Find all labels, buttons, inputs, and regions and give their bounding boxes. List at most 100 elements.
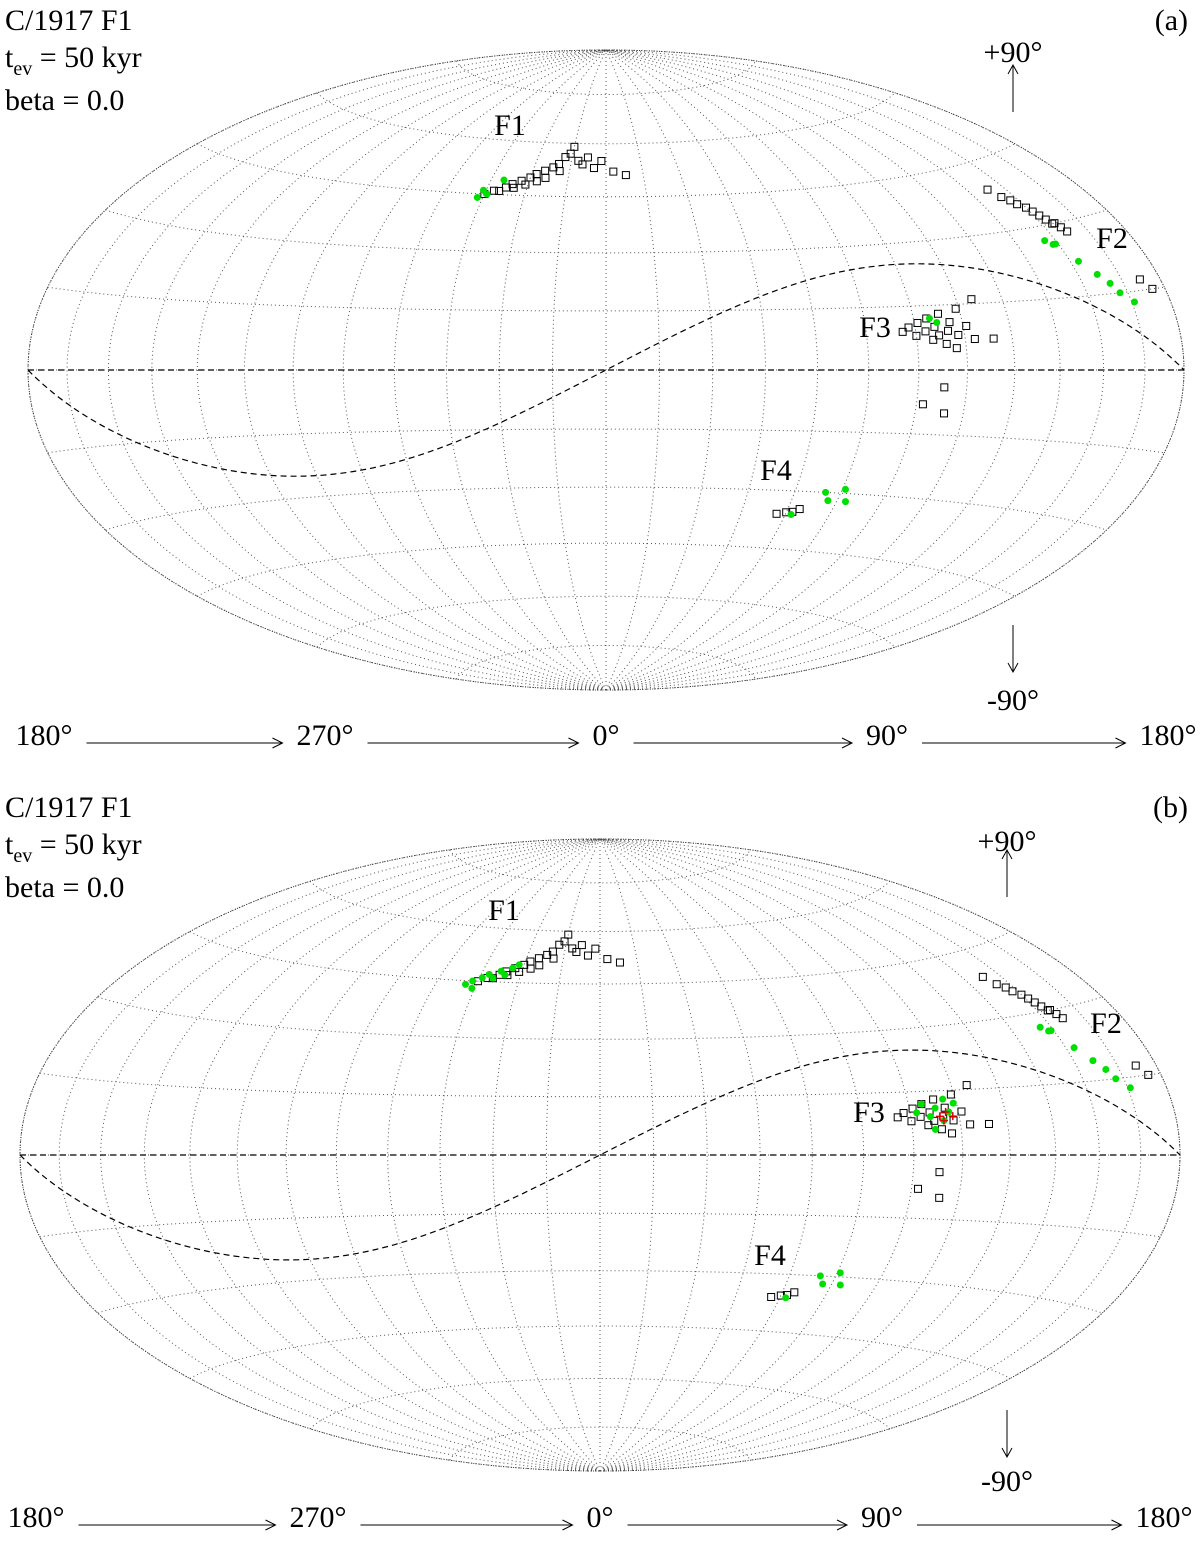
point [935,1168,944,1177]
cluster-label: F1 [488,894,520,927]
point [1050,219,1059,228]
point [978,972,987,981]
x-tick-label: 180° [1136,1501,1193,1534]
point [1131,1061,1140,1070]
point [534,954,543,963]
pole-arrowhead [1001,848,1013,860]
axis-arrowhead [1111,1519,1123,1531]
point [917,1100,925,1108]
parallel [455,645,757,680]
axis-arrowhead [1115,737,1127,749]
point [597,157,606,166]
point [908,1104,917,1113]
point [940,383,949,392]
point [1135,275,1144,284]
point [1006,196,1015,205]
inclined-plane [19,1049,1181,1261]
point [1021,203,1030,212]
point [967,295,976,304]
point [931,1125,939,1133]
cluster-label: F2 [1090,1007,1122,1040]
parallel [309,880,891,933]
point [572,947,581,956]
point [970,335,979,344]
point [942,339,951,348]
point [836,1281,844,1289]
parallel [189,1325,1011,1379]
point [1008,987,1017,996]
point [952,344,961,353]
point [936,1112,944,1121]
point [1074,257,1082,265]
point [564,930,573,939]
meridian [599,838,655,1472]
meridian [605,49,766,691]
point [1093,270,1101,278]
point [483,190,491,198]
parallel [197,143,1015,198]
x-tick-label: 0° [587,1501,614,1534]
point [591,944,600,953]
point [816,1272,824,1280]
point [898,327,907,336]
point [914,1184,923,1193]
point [949,1099,957,1107]
point [931,1104,939,1112]
point [904,323,913,332]
parallel [47,428,1165,454]
cluster-label: F4 [760,454,792,487]
point [1052,1010,1061,1019]
point [966,1120,975,1129]
cluster-label: F4 [754,1239,786,1272]
point [1041,237,1049,245]
point [541,173,550,182]
point [461,980,469,988]
point [940,1103,949,1112]
point [962,321,971,330]
point [930,1116,939,1125]
point [933,318,941,326]
point [1063,227,1072,236]
tev-subscript: ev [13,58,32,80]
point [1116,289,1124,297]
point [501,183,510,192]
parallel [197,542,1015,597]
pole-arrowhead [1007,662,1019,674]
x-tick-label: 90° [861,1501,903,1534]
pole-arrowhead [1001,1447,1013,1459]
point [836,1269,844,1277]
point [945,318,954,327]
parallel [316,595,896,648]
title: C/1917 F1 [5,4,133,37]
tev-symbol: t [5,828,14,861]
point [555,167,564,176]
meridian [236,838,601,1472]
meridian [605,49,968,691]
point [469,977,477,985]
point [913,1109,921,1117]
point [473,193,481,201]
point [609,167,618,176]
point [1028,207,1037,216]
axis-arrowhead [562,1519,574,1531]
point [935,1193,944,1202]
point [935,331,944,340]
point [549,954,558,963]
point [951,304,960,313]
meridian [446,49,607,691]
panel: F1 F2 F3 F4 C/1917 F1 tev = 50 kyr beta = 0.0 (… [5,791,1193,1534]
point [841,485,849,493]
point [515,967,524,976]
point [939,1116,948,1125]
point [1047,1027,1055,1035]
point [509,183,518,192]
point [946,1090,955,1099]
point [962,1081,971,1090]
point [921,327,930,336]
inclined-plane [27,263,1185,477]
pole-arrowhead [1007,63,1019,75]
axis-arrowhead [272,737,284,749]
parallel [39,1072,1161,1098]
point [495,186,504,195]
